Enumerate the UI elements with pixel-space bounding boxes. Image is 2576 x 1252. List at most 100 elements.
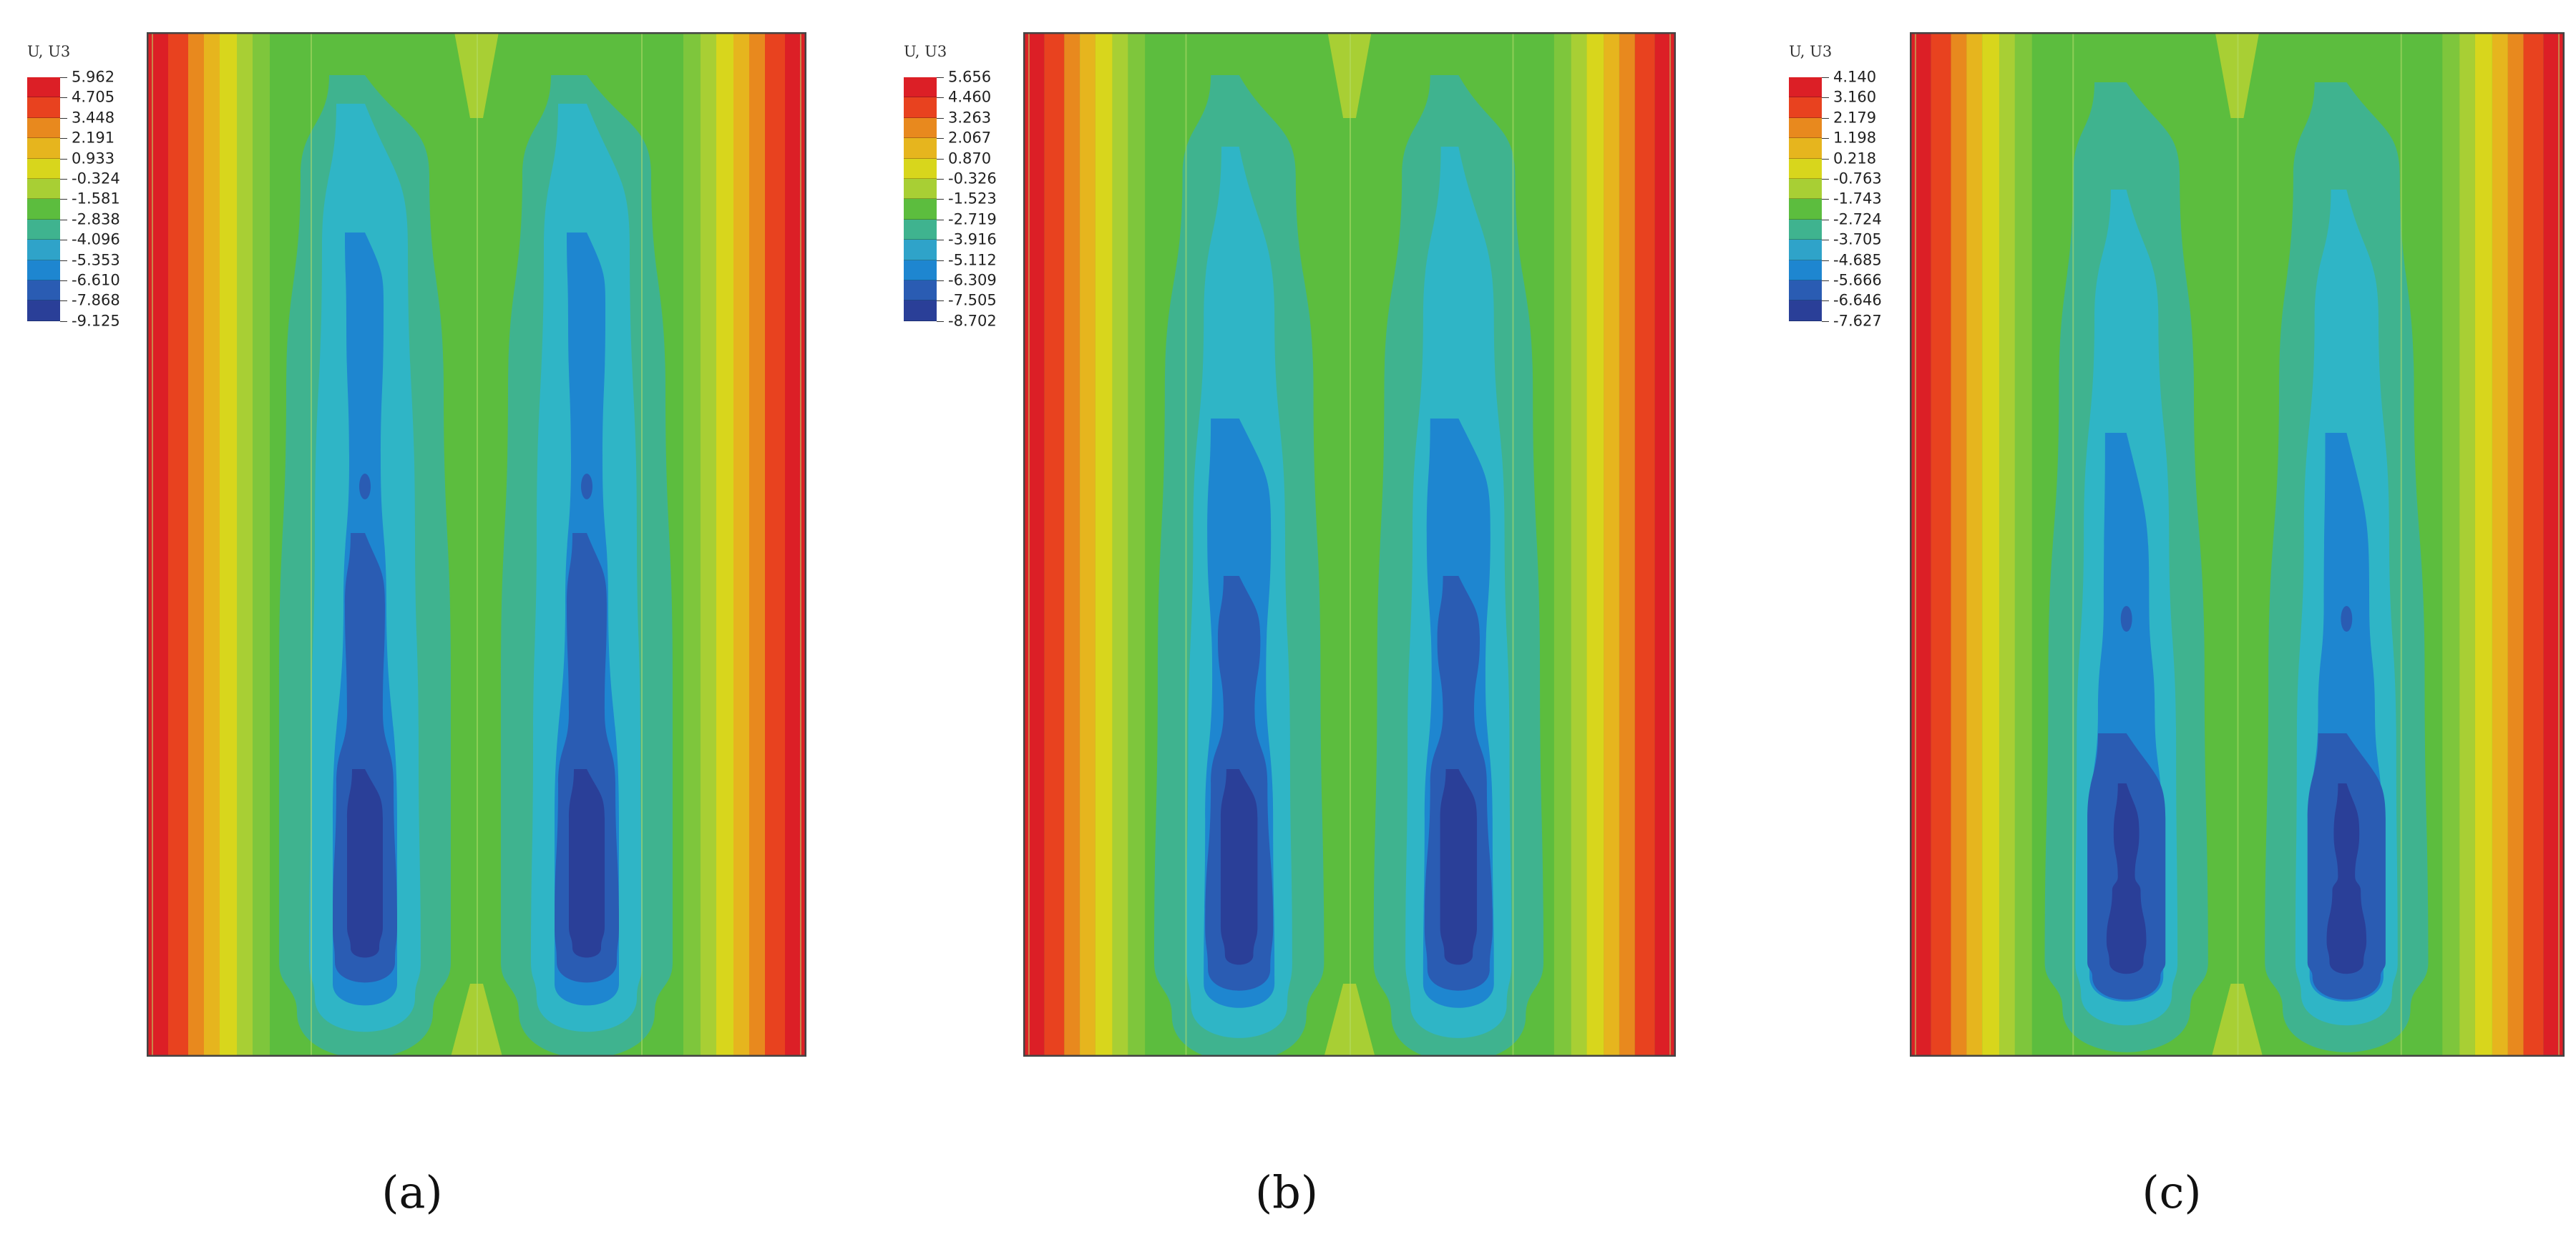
legend-value: -0.326 bbox=[948, 170, 997, 187]
legend-tick bbox=[60, 77, 67, 78]
panel-a: U, U3 5.962 4.705 3.448 2.191 0.933 -0.324 -1.… bbox=[0, 0, 859, 1252]
legend-swatch bbox=[27, 199, 60, 220]
contour-zone-deepblue bbox=[569, 769, 605, 958]
contour-band-right bbox=[1553, 32, 1571, 1057]
legend-value: -2.724 bbox=[1833, 210, 1882, 228]
legend-value: 4.705 bbox=[72, 88, 115, 106]
legend-value: -6.309 bbox=[948, 271, 997, 289]
contour-band-left bbox=[1910, 32, 1931, 1057]
contour-band-right bbox=[2442, 32, 2460, 1057]
legend-tick bbox=[937, 300, 944, 302]
contour-spot bbox=[581, 474, 592, 499]
contour-band-left bbox=[188, 32, 204, 1057]
legend-tick bbox=[937, 280, 944, 281]
legend-swatch bbox=[27, 280, 60, 301]
contour-svg-a bbox=[147, 32, 806, 1057]
legend-swatch bbox=[1789, 179, 1822, 200]
legend-tick bbox=[60, 117, 67, 119]
legend-tick bbox=[1822, 260, 1829, 261]
legend-tick bbox=[937, 138, 944, 140]
legend-tick bbox=[60, 280, 67, 281]
legend-swatch bbox=[1789, 300, 1822, 321]
contour-band-left bbox=[1999, 32, 2015, 1057]
contour-band-left bbox=[1966, 32, 1983, 1057]
legend-value: -6.646 bbox=[1833, 291, 1882, 309]
legend-swatch bbox=[27, 117, 60, 139]
contour-band-right bbox=[733, 32, 749, 1057]
legend-tick bbox=[60, 97, 67, 99]
legend-tick bbox=[937, 321, 944, 322]
contour-plot-a bbox=[147, 32, 806, 1057]
legend-value: -2.719 bbox=[948, 210, 997, 228]
legend-swatch bbox=[904, 77, 937, 98]
plot-border bbox=[1910, 32, 2565, 1057]
contour-band-right bbox=[1619, 32, 1635, 1057]
legend-title: U, U3 bbox=[1789, 43, 1833, 60]
legend-value: 3.263 bbox=[948, 109, 992, 127]
contour-band-right bbox=[2492, 32, 2508, 1057]
contour-zone-deepblue bbox=[2106, 783, 2147, 974]
legend-value: 0.933 bbox=[72, 150, 115, 167]
contour-band-left bbox=[1128, 32, 1146, 1057]
legend-value: -7.627 bbox=[1833, 312, 1882, 330]
contour-band-left bbox=[220, 32, 237, 1057]
legend-value: 1.198 bbox=[1833, 129, 1877, 147]
legend-swatch bbox=[904, 240, 937, 260]
legend-swatch bbox=[904, 219, 937, 240]
contour-spot bbox=[359, 474, 371, 499]
contour-band-left bbox=[147, 32, 168, 1057]
legend-swatch bbox=[27, 138, 60, 159]
contour-plot-c bbox=[1910, 32, 2565, 1057]
contour-band-right bbox=[1586, 32, 1604, 1057]
legend-value: 2.067 bbox=[948, 129, 992, 147]
legend-swatch bbox=[904, 260, 937, 280]
legend-tick bbox=[60, 158, 67, 160]
contour-band-right bbox=[2523, 32, 2544, 1057]
legend-swatch bbox=[904, 117, 937, 139]
contour-band-left bbox=[253, 32, 270, 1057]
legend-swatch bbox=[27, 179, 60, 200]
legend-value: -9.125 bbox=[72, 312, 120, 330]
legend-swatch bbox=[904, 300, 937, 321]
contour-band-left bbox=[237, 32, 253, 1057]
legend-tick bbox=[937, 179, 944, 180]
contour-band-right bbox=[2474, 32, 2492, 1057]
legend-swatch bbox=[904, 97, 937, 118]
caption-a: (a) bbox=[381, 1166, 443, 1218]
legend-value: -6.610 bbox=[72, 271, 120, 289]
legend-swatch bbox=[1789, 240, 1822, 260]
contour-band-right bbox=[785, 32, 806, 1057]
contour-band-left bbox=[1982, 32, 2000, 1057]
legend-tick bbox=[1822, 179, 1829, 180]
contour-band-left bbox=[1951, 32, 1967, 1057]
legend-swatch bbox=[27, 77, 60, 98]
legend-value: -5.353 bbox=[72, 251, 120, 269]
contour-band-left bbox=[1023, 32, 1045, 1057]
contour-band-right bbox=[2507, 32, 2524, 1057]
legend-tick bbox=[1822, 138, 1829, 140]
legend-swatch bbox=[904, 179, 937, 200]
legend-value: -3.916 bbox=[948, 230, 997, 248]
contour-band-left bbox=[1112, 32, 1128, 1057]
legend-value: -7.868 bbox=[72, 291, 120, 309]
legend-swatch bbox=[1789, 280, 1822, 301]
contour-band-left bbox=[1080, 32, 1096, 1057]
contour-band-left bbox=[204, 32, 220, 1057]
legend-value: -7.505 bbox=[948, 291, 997, 309]
legend-tick bbox=[937, 199, 944, 200]
contour-band-right bbox=[701, 32, 716, 1057]
legend-title: U, U3 bbox=[27, 43, 71, 60]
legend-swatch bbox=[904, 280, 937, 301]
contour-band-left bbox=[1064, 32, 1080, 1057]
legend-tick bbox=[60, 260, 67, 261]
legend-value: -3.705 bbox=[1833, 230, 1882, 248]
legend-tick bbox=[1822, 280, 1829, 281]
contour-band-right bbox=[765, 32, 785, 1057]
contour-band-right bbox=[2459, 32, 2475, 1057]
contour-svg-b bbox=[1023, 32, 1676, 1057]
legend-tick bbox=[937, 97, 944, 99]
contour-band-right bbox=[716, 32, 733, 1057]
legend-value: 2.179 bbox=[1833, 109, 1877, 127]
legend-value: 4.460 bbox=[948, 88, 992, 106]
legend-swatch bbox=[904, 138, 937, 159]
